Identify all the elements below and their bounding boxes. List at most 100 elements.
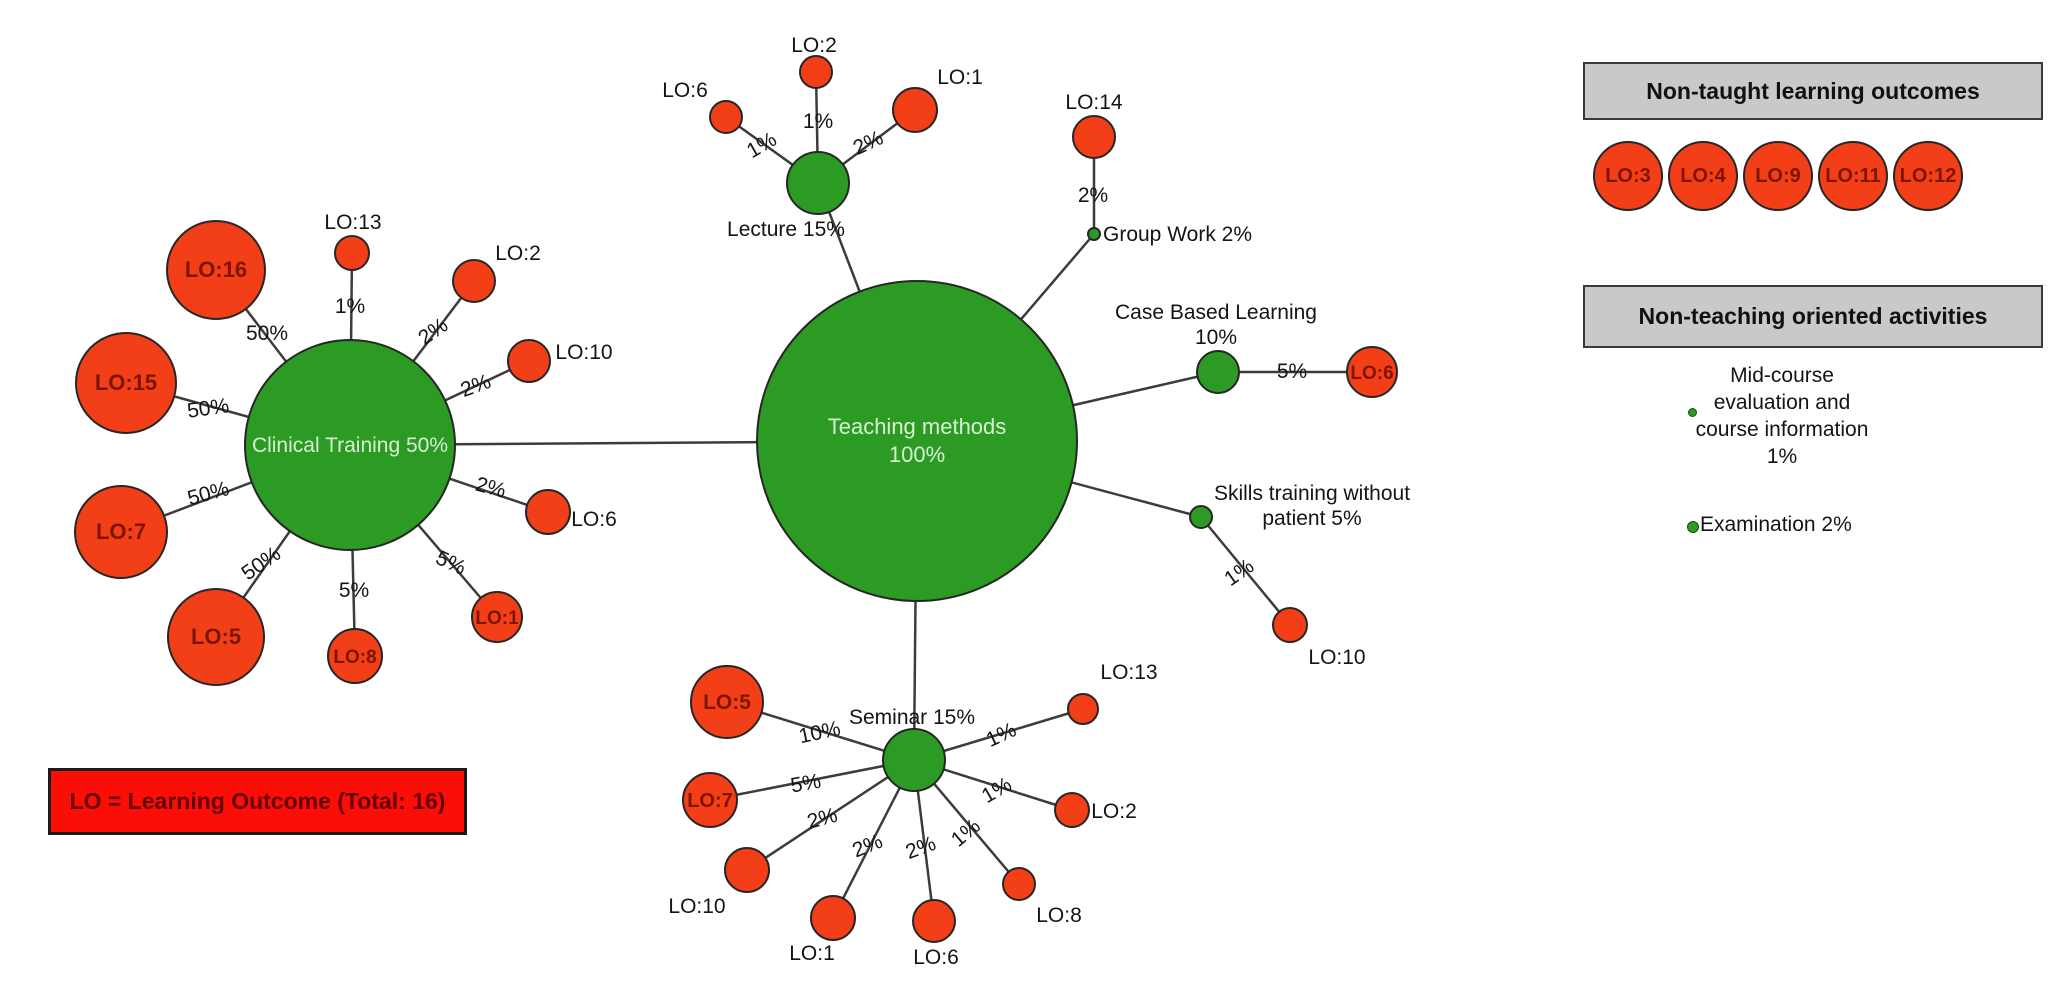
node-groupwork-lo14 xyxy=(1072,115,1116,159)
label-clinical-lo8: LO:8 xyxy=(333,647,376,668)
non-taught-outcome-lo-12: LO:12 xyxy=(1893,141,1963,211)
edge-label-lecture-lecture-lo2: 1% xyxy=(803,110,833,133)
node-clinical-lo16 xyxy=(166,220,266,320)
non-taught-outcome-lo-4: LO:4 xyxy=(1668,141,1738,211)
node-clinical-lo2 xyxy=(452,259,496,303)
node-lecture-lo2 xyxy=(799,55,833,89)
non-taught-outcome-lo-9: LO:9 xyxy=(1743,141,1813,211)
label-skills-lo10: LO:10 xyxy=(1308,646,1365,669)
edge-label-seminar-seminar-lo8: 1% xyxy=(947,814,985,851)
node-seminar-lo10 xyxy=(724,847,770,893)
node-group-work xyxy=(1087,227,1101,241)
label-clinical-lo10: LO:10 xyxy=(555,341,612,364)
legend-box: LO = Learning Outcome (Total: 16) xyxy=(48,768,467,835)
label-group-work: Group Work 2% xyxy=(1103,223,1252,246)
non-taught-outcome-lo-11: LO:11 xyxy=(1818,141,1888,211)
label-seminar-lo2: LO:2 xyxy=(1091,800,1137,823)
node-seminar-lo5 xyxy=(690,665,764,739)
edge-label-clinical-clinical-lo13: 1% xyxy=(335,295,365,318)
legend-text: LO = Learning Outcome (Total: 16) xyxy=(69,788,446,814)
node-clinical-lo10 xyxy=(507,339,551,383)
non-taught-outcomes-title: Non-taught learning outcomes xyxy=(1646,77,1980,104)
edge-label-skills-skills-lo10: 1% xyxy=(1220,555,1258,591)
edge-seminar-seminar-lo10 xyxy=(746,758,915,872)
edge-label-seminar-seminar-lo10: 2% xyxy=(805,804,840,834)
label-clinical-lo1: LO:1 xyxy=(475,608,519,629)
edge-label-seminar-seminar-lo6: 2% xyxy=(903,832,939,864)
label-clinical-lo2: LO:2 xyxy=(495,242,541,265)
label-seminar-lo1: LO:1 xyxy=(789,942,835,965)
node-lecture-lo1 xyxy=(892,87,938,133)
node-skills-lo10 xyxy=(1272,607,1308,643)
label-seminar: Seminar 15% xyxy=(849,706,975,729)
edge-label-seminar-seminar-lo1: 2% xyxy=(849,830,886,863)
node-seminar-lo13 xyxy=(1067,693,1099,725)
label-clinical-lo16: LO:16 xyxy=(185,257,247,282)
label-clinical-lo7: LO:7 xyxy=(96,519,146,544)
label-clinical-lo13: LO:13 xyxy=(324,211,381,234)
node-clinical-lo7 xyxy=(74,485,168,579)
edge-label-seminar-seminar-lo7: 5% xyxy=(789,770,823,798)
label-seminar-lo5: LO:5 xyxy=(703,691,751,714)
label-clinical-lo6: LO:6 xyxy=(571,508,617,531)
edge-label-clinical-clinical-lo8: 5% xyxy=(339,579,369,602)
edge-label-clinical-clinical-lo16: 50% xyxy=(246,322,288,345)
non-teaching-activities-header: Non-teaching oriented activities xyxy=(1583,285,2043,348)
examination-dot xyxy=(1687,521,1699,533)
node-lecture xyxy=(786,151,850,215)
edge-label-clinical-clinical-lo1: 5% xyxy=(432,546,469,580)
node-case-based xyxy=(1196,350,1240,394)
label-case-based: Case Based Learning 10% xyxy=(1115,301,1317,349)
non-taught-outcomes-row: LO:3 LO:4 LO:9 LO:11 LO:12 xyxy=(1593,141,1963,211)
node-seminar xyxy=(882,728,946,792)
label-clinical-lo15: LO:15 xyxy=(95,370,157,395)
node-seminar-lo2 xyxy=(1054,792,1090,828)
edge-seminar-seminar-lo7 xyxy=(709,758,915,802)
node-clinical-lo13 xyxy=(334,235,370,271)
label-lecture-lo1: LO:1 xyxy=(937,66,983,89)
edge-label-seminar-seminar-lo2: 1% xyxy=(978,773,1016,808)
node-clinical-lo15 xyxy=(75,332,177,434)
edge-label-group-work-groupwork-lo14: 2% xyxy=(1078,184,1108,207)
label-groupwork-lo14: LO:14 xyxy=(1065,91,1123,114)
node-seminar-lo8 xyxy=(1002,867,1036,901)
label-seminar-lo13: LO:13 xyxy=(1100,661,1157,684)
node-clinical-lo1 xyxy=(471,591,523,643)
node-lecture-lo6 xyxy=(709,100,743,134)
label-clinical: Clinical Training 50% xyxy=(252,434,448,457)
label-lecture-lo2: LO:2 xyxy=(791,34,837,57)
node-seminar-lo6 xyxy=(912,899,956,943)
label-teaching: Teaching methods 100% xyxy=(828,414,1007,467)
non-taught-outcome-lo-3: LO:3 xyxy=(1593,141,1663,211)
edge-label-clinical-clinical-lo10: 2% xyxy=(458,370,494,402)
node-clinical xyxy=(244,339,456,551)
mid-course-evaluation-dot xyxy=(1688,408,1697,417)
edge-label-clinical-clinical-lo6: 2% xyxy=(473,473,508,503)
label-seminar-lo8: LO:8 xyxy=(1036,904,1082,927)
label-clinical-lo5: LO:5 xyxy=(191,624,241,649)
node-seminar-lo1 xyxy=(810,895,856,941)
edge-label-seminar-seminar-lo5: 10% xyxy=(797,717,843,748)
node-clinical-lo6 xyxy=(525,489,571,535)
label-skills: Skills training without patient 5% xyxy=(1214,482,1410,530)
node-clinical-lo5 xyxy=(167,588,265,686)
edge-label-clinical-clinical-lo7: 50% xyxy=(185,477,232,510)
label-seminar-lo7: LO:7 xyxy=(687,790,733,812)
mid-course-evaluation-label: Mid-course evaluation and course informa… xyxy=(1695,364,1869,468)
label-lecture: Lecture 15% xyxy=(727,218,845,241)
label-lecture-lo6: LO:6 xyxy=(662,79,708,102)
edge-skills-skills-lo10 xyxy=(1200,516,1291,626)
edge-label-clinical-clinical-lo15: 50% xyxy=(186,394,231,423)
label-seminar-lo6: LO:6 xyxy=(913,946,959,969)
node-seminar-lo7 xyxy=(682,772,738,828)
non-taught-outcomes-header: Non-taught learning outcomes xyxy=(1583,62,2043,120)
node-teaching xyxy=(756,280,1078,602)
node-skills xyxy=(1189,505,1213,529)
node-clinical-lo8 xyxy=(327,628,383,684)
non-teaching-activities-title: Non-teaching oriented activities xyxy=(1638,303,1988,329)
label-casebased-lo6: LO:6 xyxy=(1350,363,1393,384)
examination-label: Examination 2% xyxy=(1700,513,1852,536)
label-seminar-lo10: LO:10 xyxy=(668,895,725,918)
